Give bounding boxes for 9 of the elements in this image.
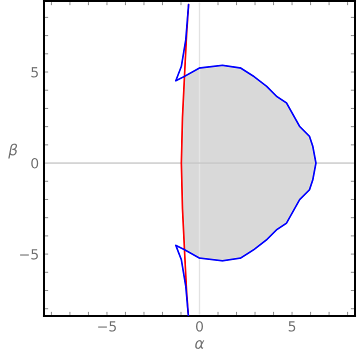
y-tick-label: −5 xyxy=(20,249,38,260)
y-axis-title: β xyxy=(8,144,18,158)
x-tick-label: −5 xyxy=(98,321,116,332)
line-series xyxy=(174,4,317,316)
x-axis-title: α xyxy=(195,340,204,349)
y-tick-label: 0 xyxy=(31,158,38,169)
y-tick-label: 5 xyxy=(31,67,38,78)
x-tick-label: 0 xyxy=(196,321,203,332)
x-tick-label: 5 xyxy=(288,321,296,332)
